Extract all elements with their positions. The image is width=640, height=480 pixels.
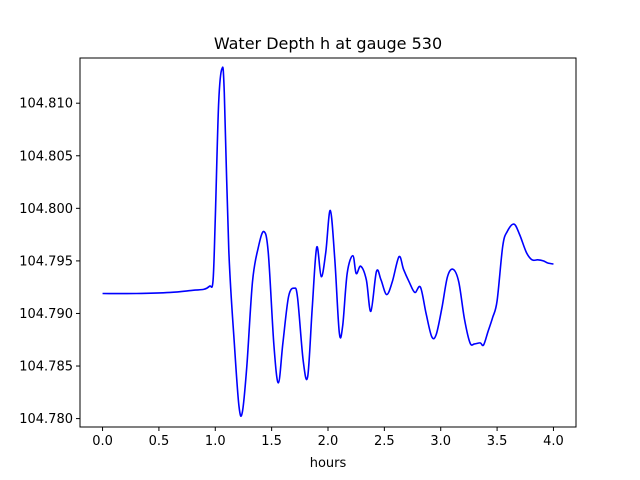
x-tick-label: 4.0 (543, 434, 564, 449)
x-tick-label: 0.5 (149, 434, 170, 449)
x-tick-label: 1.5 (261, 434, 282, 449)
x-axis-label: hours (310, 456, 347, 471)
y-tick-label: 104.780 (19, 412, 73, 427)
x-tick-label: 0.0 (92, 434, 113, 449)
x-tick-label: 1.0 (205, 434, 226, 449)
x-tick-label: 2.5 (374, 434, 395, 449)
y-tick-label: 104.790 (19, 307, 73, 322)
y-tick-label: 104.805 (19, 149, 73, 164)
plot-frame (79, 57, 577, 428)
y-axis: 104.780 104.785 104.790 104.795 104.800 104.8… (19, 97, 80, 427)
y-tick-label: 104.810 (19, 97, 73, 112)
chart-title: Water Depth h at gauge 530 (214, 34, 442, 53)
y-tick-label: 104.785 (19, 360, 73, 375)
x-tick-label: 2.0 (318, 434, 339, 449)
plot-area (79, 57, 577, 428)
series-line-0 (102, 66, 554, 417)
y-tick-label: 104.800 (19, 202, 73, 217)
x-axis: 0.0 0.5 1.0 1.5 2.0 2.5 3.0 3.5 4.0 (92, 427, 564, 449)
x-tick-label: 3.5 (487, 434, 508, 449)
y-tick-label: 104.795 (19, 254, 73, 269)
x-tick-label: 3.0 (430, 434, 451, 449)
